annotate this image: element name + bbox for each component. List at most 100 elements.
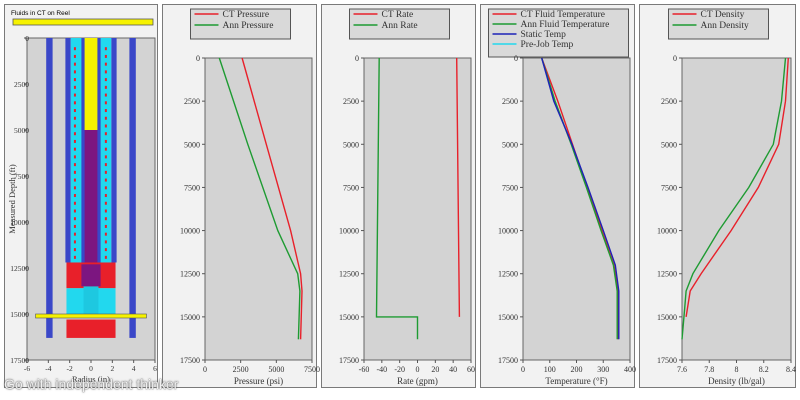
x-tick-label: 400 bbox=[624, 365, 636, 374]
y-tick-label: 15000 bbox=[657, 313, 677, 322]
y-tick-label: 12500 bbox=[339, 270, 359, 279]
y-tick-label: 7500 bbox=[661, 183, 677, 192]
x-tick-label: 200 bbox=[571, 365, 583, 374]
x-tick-label: 0 bbox=[89, 364, 93, 373]
x-tick-label: -40 bbox=[376, 365, 387, 374]
y-tick-label: 5000 bbox=[14, 126, 29, 135]
annulus-marker-left bbox=[73, 255, 76, 259]
plot-area bbox=[204, 57, 313, 361]
y-tick-label: 12500 bbox=[498, 270, 518, 279]
y-tick-label: 17500 bbox=[10, 356, 29, 365]
annulus-marker-left bbox=[73, 139, 76, 143]
x-axis-label: Density (lb/gal) bbox=[708, 376, 765, 386]
annulus-marker-left bbox=[73, 47, 76, 51]
annulus-marker-right bbox=[104, 47, 107, 51]
series-line bbox=[541, 57, 619, 340]
x-tick-label: 60 bbox=[467, 365, 475, 374]
temperature-panel: CT Fluid Temperature Ann Fluid Temperatur… bbox=[480, 4, 636, 388]
y-tick-label: 0 bbox=[355, 54, 359, 63]
x-tick-label: 2 bbox=[110, 364, 114, 373]
series-line bbox=[456, 57, 461, 317]
annulus-marker-left bbox=[73, 101, 76, 105]
y-tick-label: 15000 bbox=[10, 310, 29, 319]
ct-bottom-purple bbox=[81, 264, 101, 287]
tubing-right bbox=[111, 38, 117, 263]
ct-fluid-yellow bbox=[84, 38, 98, 130]
annulus-marker-right bbox=[104, 240, 107, 244]
series-line bbox=[681, 57, 787, 340]
annulus-marker-left bbox=[73, 54, 76, 58]
x-tick-label: 4 bbox=[132, 364, 136, 373]
annulus-marker-right bbox=[104, 62, 107, 66]
y-tick-label: 10000 bbox=[10, 218, 29, 227]
legend-label: Ann Density bbox=[701, 21, 750, 31]
annulus-marker-left bbox=[73, 78, 76, 82]
series-line bbox=[541, 57, 618, 340]
ct-fluid-purple bbox=[84, 130, 98, 267]
legend-box bbox=[488, 8, 629, 58]
x-tick-label: 8.4 bbox=[786, 365, 796, 374]
annulus-marker-left bbox=[73, 170, 76, 174]
annulus-marker-left bbox=[73, 217, 76, 221]
x-tick-label: 7.6 bbox=[677, 365, 687, 374]
annulus-marker-right bbox=[104, 147, 107, 151]
x-axis-label: Temperature (°F) bbox=[545, 376, 607, 386]
watermark-text: Go with independent thinker bbox=[4, 376, 179, 392]
y-tick-label: 0 bbox=[673, 54, 677, 63]
annulus-marker-left bbox=[73, 124, 76, 128]
reel-label: Fluids in CT on Reel bbox=[11, 10, 70, 17]
x-tick-label: 300 bbox=[597, 365, 609, 374]
legend-label: CT Pressure bbox=[223, 10, 270, 20]
annulus-marker-right bbox=[104, 224, 107, 228]
y-tick-label: 0 bbox=[25, 34, 29, 43]
legend-label: Static Temp bbox=[521, 30, 567, 40]
annulus-marker-right bbox=[104, 132, 107, 136]
y-tick-label: 2500 bbox=[661, 97, 677, 106]
x-tick-label: 0 bbox=[203, 365, 207, 374]
x-tick-label: 0 bbox=[416, 365, 420, 374]
annulus-marker-right bbox=[104, 85, 107, 89]
x-tick-label: 8.2 bbox=[759, 365, 769, 374]
annulus-marker-left bbox=[73, 155, 76, 159]
annulus-marker-left bbox=[73, 232, 76, 236]
annulus-marker-right bbox=[104, 186, 107, 190]
annulus-marker-left bbox=[73, 178, 76, 182]
annulus-marker-right bbox=[104, 255, 107, 259]
legend-label: Ann Pressure bbox=[223, 21, 274, 31]
rate-panel: CT Rate Ann Rate 0 2500 5000 7500 10000 12500 15… bbox=[321, 4, 476, 388]
annulus-marker-right bbox=[104, 78, 107, 82]
series-line bbox=[241, 57, 303, 340]
annulus-marker-left bbox=[73, 240, 76, 244]
y-tick-label: 10000 bbox=[657, 227, 677, 236]
annulus-marker-left bbox=[73, 163, 76, 167]
annulus-marker-right bbox=[104, 139, 107, 143]
series-line bbox=[218, 57, 301, 340]
annulus-marker-left bbox=[73, 62, 76, 66]
y-tick-label: 12500 bbox=[657, 270, 677, 279]
x-tick-label: -4 bbox=[45, 364, 51, 373]
plot-area bbox=[363, 57, 472, 361]
annulus-marker-left bbox=[73, 109, 76, 113]
x-axis-label: Rate (gpm) bbox=[397, 376, 438, 386]
x-tick-label: -2 bbox=[67, 364, 73, 373]
y-tick-label: 2500 bbox=[343, 97, 359, 106]
y-tick-label: 5000 bbox=[661, 140, 677, 149]
pressure-panel: CT Pressure Ann Pressure 0 2500 5000 7500 1000… bbox=[162, 4, 320, 388]
packer-tool bbox=[35, 313, 147, 319]
annulus-marker-left bbox=[73, 224, 76, 228]
y-tick-label: 7500 bbox=[184, 183, 200, 192]
annulus-marker-right bbox=[104, 155, 107, 159]
annulus-marker-right bbox=[104, 93, 107, 97]
y-tick-label: 17500 bbox=[180, 356, 200, 365]
legend-label: CT Fluid Temperature bbox=[521, 10, 605, 20]
wellbore-schematic: Fluids in CT on Reel 0 2500 5000 7500 10000 12… bbox=[7, 10, 157, 384]
y-tick-label: 5000 bbox=[502, 140, 518, 149]
y-tick-label: 0 bbox=[196, 54, 200, 63]
x-tick-label: 5000 bbox=[268, 365, 284, 374]
annulus-marker-left bbox=[73, 70, 76, 74]
x-tick-label: -20 bbox=[394, 365, 405, 374]
casing-right bbox=[129, 38, 136, 338]
y-tick-label: 12500 bbox=[180, 270, 200, 279]
